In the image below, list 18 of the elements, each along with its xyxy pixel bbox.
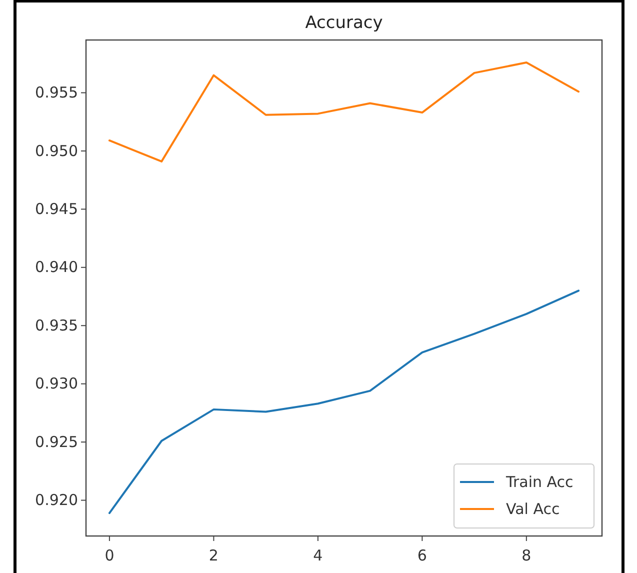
x-tick-label: 8 <box>522 546 532 564</box>
line-series <box>108 61 580 162</box>
y-tick-label: 0.955 <box>35 84 78 102</box>
y-tick-label: 0.930 <box>35 374 78 393</box>
y-tick-label: 0.925 <box>35 432 78 451</box>
legend-label: Train Acc <box>505 473 574 491</box>
x-tick-label: 6 <box>417 546 427 564</box>
y-tick-label: 0.950 <box>35 142 78 160</box>
y-tick-label: 0.935 <box>35 316 78 334</box>
y-tick-label: 0.920 <box>35 491 78 510</box>
legend-label: Val Acc <box>506 500 560 518</box>
line-series <box>108 290 580 514</box>
y-tick-label: 0.940 <box>35 258 78 276</box>
x-tick-label: 2 <box>208 546 218 564</box>
x-tick-label: 0 <box>104 546 114 564</box>
y-tick-label: 0.945 <box>35 200 78 218</box>
x-tick-label: 4 <box>313 546 323 564</box>
chart-title: Accuracy <box>305 13 383 33</box>
